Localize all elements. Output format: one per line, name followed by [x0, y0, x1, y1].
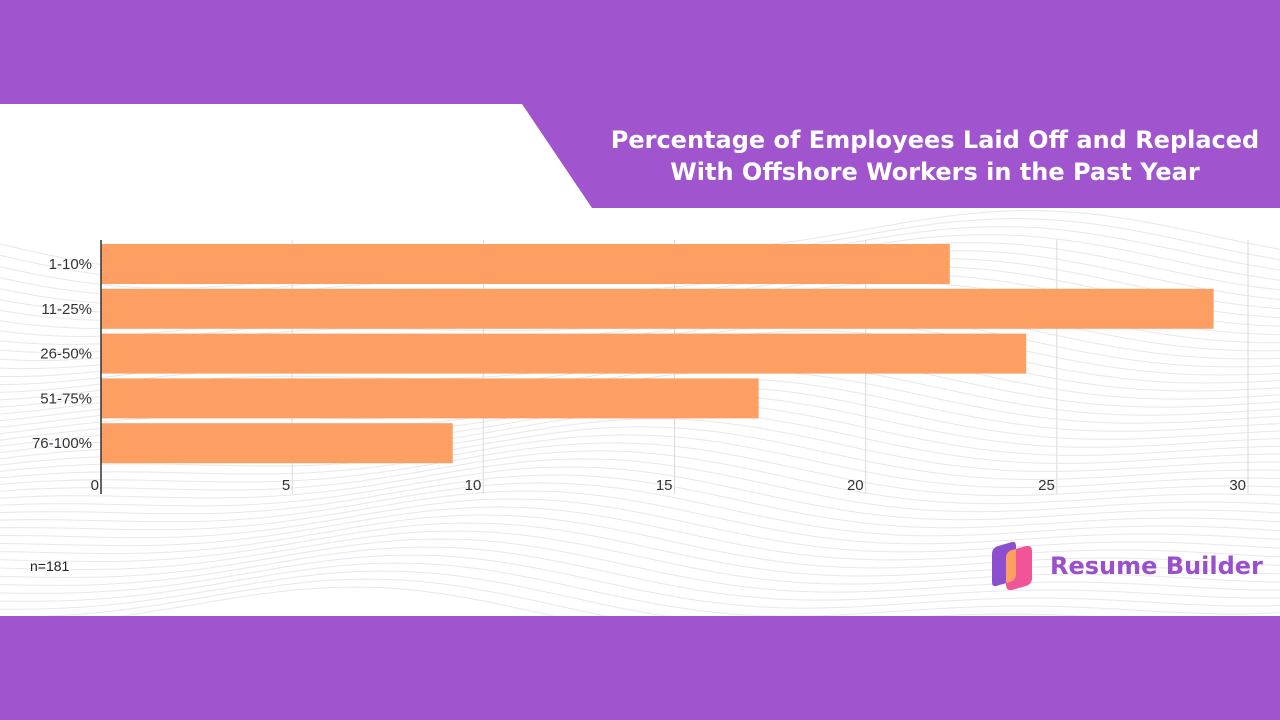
x-tick-label: 10: [465, 477, 482, 494]
x-tick-label: 25: [1038, 477, 1055, 494]
background-wave-line: [0, 426, 1280, 481]
bar-chart: 0 5 10 15 20 25 30 1-10% 11-25% 26-50% 51-75% 76-10…: [32, 240, 1249, 494]
background-wave-line: [118, 586, 556, 616]
y-tick-label: 51-75%: [40, 390, 92, 407]
y-tick-label: 1-10%: [49, 256, 92, 273]
x-tick-label: 20: [847, 477, 864, 494]
background-wave-line: [0, 522, 1280, 577]
background-wave-line: [0, 562, 1280, 616]
background-wave-line: [0, 498, 1280, 553]
brand-name: Resume Builder: [1050, 552, 1263, 580]
x-tick-label: 5: [282, 477, 290, 494]
chart-title-line-2: With Offshore Workers in the Past Year: [670, 158, 1200, 186]
background-wave-line: [0, 506, 1280, 561]
chart-panel: Percentage of Employees Laid Off and Rep…: [0, 104, 1280, 616]
bar: [101, 378, 759, 419]
background-wave-line: [0, 434, 1280, 489]
background-wave-line: [0, 546, 1280, 601]
y-tick-label: 11-25%: [41, 301, 92, 318]
bar: [101, 288, 1214, 329]
chart-title-line-1: Percentage of Employees Laid Off and Rep…: [610, 126, 1260, 154]
background-wave-line: [39, 578, 609, 616]
brand-logo: Resume Builder: [988, 540, 1263, 592]
bar: [101, 244, 950, 284]
background-wave-line: [0, 466, 1280, 521]
background-wave-line: [0, 442, 1280, 497]
background-wave-line: [0, 458, 1280, 513]
background-wave-line: [0, 538, 1280, 593]
resume-builder-logo-icon: [992, 541, 1032, 591]
bar: [101, 333, 1027, 374]
title-banner: [522, 104, 1280, 208]
background-wave-line: [0, 514, 1280, 569]
x-tick-label: 0: [91, 477, 99, 494]
y-tick-label: 26-50%: [40, 346, 92, 363]
chart-title: Percentage of Employees Laid Off and Rep…: [590, 124, 1280, 188]
y-tick-label: 76-100%: [32, 435, 92, 452]
background-wave-line: [0, 530, 1280, 585]
background-wave-line: [0, 482, 1280, 537]
background-wave-line: [0, 570, 1091, 616]
background-wave-line: [0, 554, 1280, 609]
background-wave-line: [0, 490, 1280, 545]
bar: [101, 423, 453, 464]
sample-size-note: n=181: [30, 558, 70, 574]
background-wave-line: [0, 474, 1280, 529]
background-wave-line: [0, 450, 1280, 505]
x-tick-label: 30: [1229, 477, 1246, 494]
x-tick-label: 15: [656, 477, 673, 494]
